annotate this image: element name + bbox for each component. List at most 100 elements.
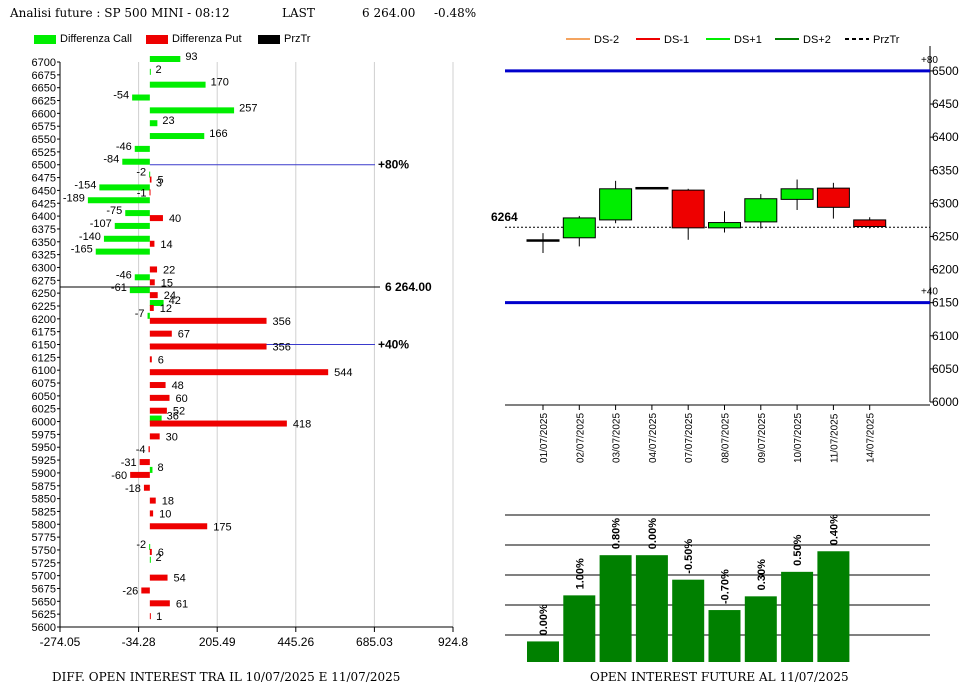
- x-tick-label: -274.05: [40, 635, 81, 649]
- call-bar: [149, 56, 181, 62]
- put-bar-label: 52: [173, 406, 185, 418]
- call-bar-label: -154: [74, 179, 96, 191]
- call-bar: [149, 120, 158, 127]
- strike-label: 5650: [32, 596, 56, 608]
- legend-przt: PrzTr: [258, 33, 310, 45]
- strike-label: 5800: [32, 519, 56, 531]
- strike-label: 5825: [32, 506, 56, 518]
- oi-bar-label: 0.50%: [792, 534, 804, 565]
- strike-label: 6575: [32, 121, 56, 133]
- call-bar-label: 8: [157, 462, 163, 474]
- call-bar: [125, 210, 150, 217]
- candle-y-label: 6250: [932, 229, 959, 243]
- candle-y-label: 6100: [932, 329, 959, 343]
- put-bar-label: 14: [160, 239, 172, 251]
- strike-label: 6100: [32, 365, 56, 377]
- call-bar: [149, 466, 153, 473]
- oi-bar: [781, 571, 814, 662]
- candle-body: [744, 198, 778, 223]
- candle-date-label: 11/07/2025: [829, 413, 840, 463]
- call-bar-label: -7: [135, 308, 145, 320]
- put-bar-label: -1: [137, 187, 147, 199]
- x-tick-label: -34.28: [122, 635, 156, 649]
- call-bar-label: -46: [116, 269, 132, 281]
- strike-label: 5700: [32, 571, 56, 583]
- put-bar-label: -26: [122, 585, 138, 597]
- strike-label: 5900: [32, 468, 56, 480]
- strike-label: 6550: [32, 134, 56, 146]
- put-bar: [149, 497, 156, 504]
- call-bar: [132, 94, 150, 101]
- price-label: 6264: [491, 210, 518, 224]
- legend-call: Differenza Call: [34, 33, 132, 45]
- call-bar-label: 2: [155, 552, 161, 564]
- candle-y-label: 6400: [932, 130, 959, 144]
- legend-swatch: [34, 34, 56, 44]
- call-bar-label: 166: [209, 128, 227, 140]
- put-bar-label: 22: [163, 264, 175, 276]
- put-bar: [149, 343, 267, 350]
- candle-date-label: 02/07/2025: [575, 413, 586, 463]
- header-last-value: 6 264.00: [362, 6, 416, 20]
- strike-label: 5775: [32, 532, 56, 544]
- candle-date-label: 14/07/2025: [866, 413, 877, 463]
- put-bar: [149, 292, 158, 299]
- candle-y-label: 6000: [932, 395, 959, 409]
- put-bar-label: 1: [156, 611, 162, 623]
- call-bar: [147, 312, 150, 319]
- call-bar: [149, 415, 162, 422]
- put-bar: [149, 523, 208, 530]
- candle-date-label: 04/07/2025: [648, 413, 659, 463]
- put-bar-label: 18: [162, 496, 174, 508]
- put-bar: [149, 279, 155, 286]
- header-change: -0.48%: [434, 6, 477, 20]
- put-bar: [149, 330, 172, 337]
- put-bar-label: 356: [273, 342, 291, 354]
- put-bar: [149, 433, 160, 440]
- put-bar-label: -60: [111, 470, 127, 482]
- put-bar: [139, 459, 150, 466]
- call-bar-label: -84: [103, 154, 119, 166]
- candle-date-label: 09/07/2025: [757, 413, 768, 463]
- candle-y-label: 6350: [932, 163, 959, 177]
- oi-bar-label: 0.00%: [538, 604, 550, 635]
- call-bar: [87, 197, 150, 204]
- strike-label: 6000: [32, 417, 56, 429]
- strike-label: 6450: [32, 185, 56, 197]
- legend-swatch: [146, 34, 168, 44]
- strike-label: 6250: [32, 288, 56, 300]
- candle-body: [599, 188, 633, 221]
- x-tick-label: 685.03: [356, 635, 393, 649]
- call-bar: [149, 543, 151, 550]
- candle-body: [853, 219, 887, 228]
- put-bar: [149, 189, 151, 196]
- put-bar: [143, 484, 150, 491]
- oi-bar: [817, 551, 850, 662]
- candle-date-label: 01/07/2025: [539, 413, 550, 463]
- put-bar: [149, 215, 163, 222]
- legend-label: PrzTr: [284, 33, 311, 45]
- candle-y-label: 6150: [932, 296, 959, 310]
- x-tick-label: 445.26: [277, 635, 314, 649]
- call-bar: [149, 133, 205, 140]
- strike-label: 6600: [32, 108, 56, 120]
- left-chart-title: DIFF. OPEN INTEREST TRA IL 10/07/2025 E …: [52, 670, 401, 684]
- call-bar-label: -2: [136, 539, 146, 551]
- put-bar: [149, 240, 155, 247]
- put-bar: [149, 407, 167, 414]
- legend-label: Differenza Call: [60, 33, 132, 45]
- put-bar: [149, 420, 287, 427]
- strike-label: 6475: [32, 173, 56, 185]
- small-label: 3: [156, 178, 162, 190]
- header-title: Analisi future : SP 500 MINI - 08:12: [10, 6, 230, 20]
- band-label: +80: [921, 55, 938, 66]
- call-bar: [103, 235, 150, 242]
- call-bar-label: -61: [111, 282, 127, 294]
- reference-label: 6 264.00: [385, 280, 432, 294]
- legend-label: DS+1: [734, 34, 762, 46]
- strike-label: 6400: [32, 211, 56, 223]
- candle-body: [816, 187, 850, 208]
- put-bar: [149, 266, 158, 273]
- strike-label: 6325: [32, 250, 56, 262]
